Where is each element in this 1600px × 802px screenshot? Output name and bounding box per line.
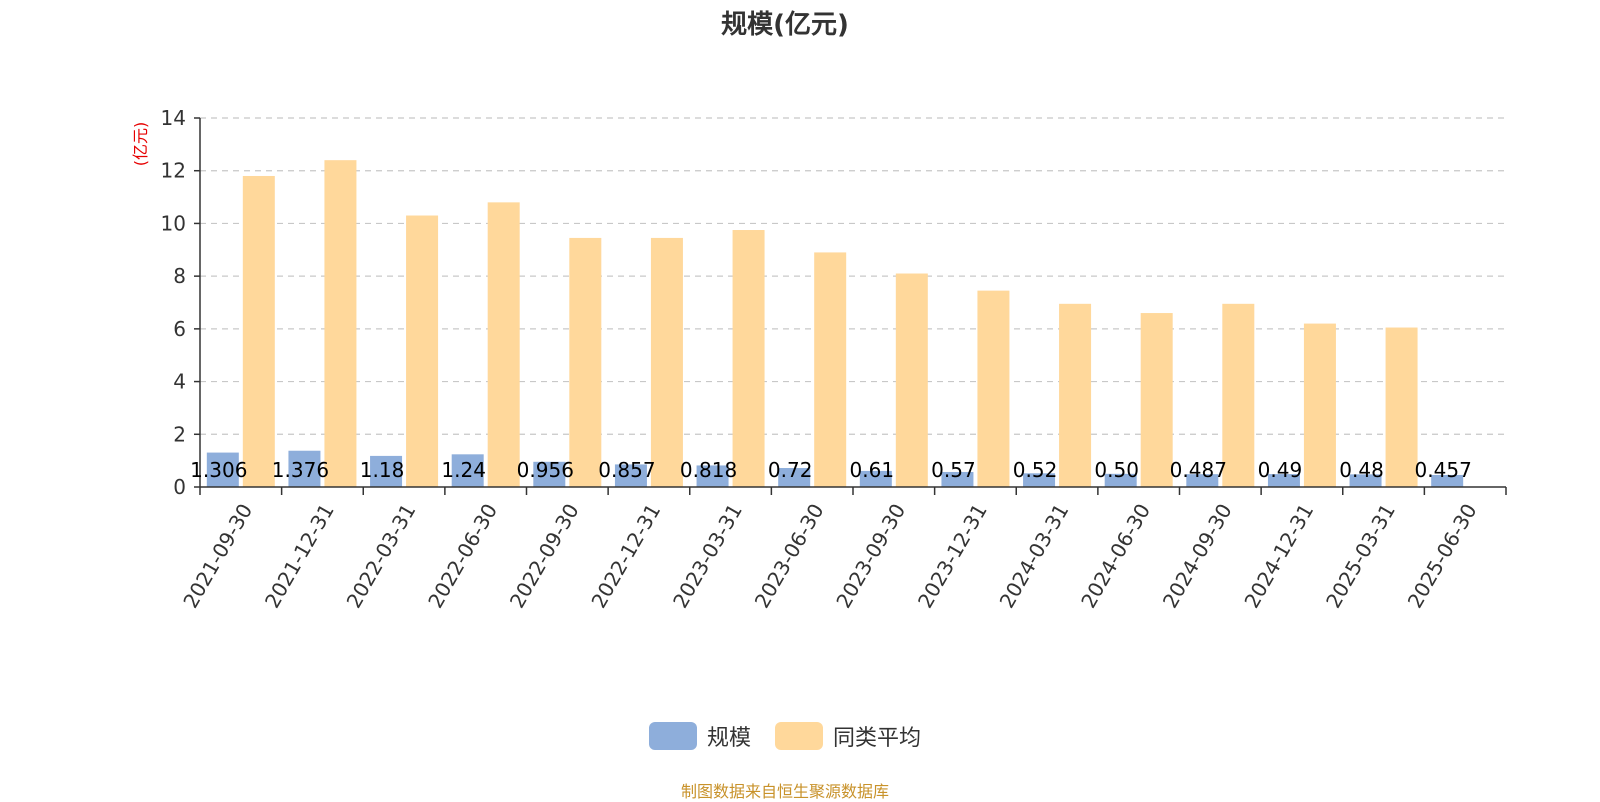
- bar-peer-average-0[interactable]: [242, 175, 275, 487]
- x-tick-label-6: 2023-03-31: [668, 500, 747, 613]
- legend-label-peer-average: 同类平均: [833, 726, 922, 751]
- y-tick-label-0: 0: [173, 475, 186, 499]
- x-tick-label-3: 2022-06-30: [423, 500, 502, 613]
- x-tick-label-9: 2023-12-31: [913, 500, 992, 613]
- data-source-note: 制图数据来自恒生聚源数据库: [680, 782, 889, 801]
- data-label-scale-7: 0.72: [768, 458, 813, 482]
- data-label-scale-4: 0.956: [517, 458, 574, 482]
- data-label-scale-8: 0.61: [850, 458, 895, 482]
- chart-title: 规模(亿元): [721, 10, 849, 40]
- bar-peer-average-6[interactable]: [732, 230, 765, 487]
- bar-scale-6[interactable]: [696, 465, 729, 487]
- y-tick-label-6: 12: [161, 159, 186, 183]
- bar-scale-9[interactable]: [941, 471, 974, 487]
- data-label-scale-0: 1.306: [190, 458, 247, 482]
- y-tick-label-2: 4: [173, 370, 186, 394]
- data-label-scale-15: 0.457: [1415, 458, 1472, 482]
- y-axis-unit-label: (亿元): [131, 122, 150, 167]
- bar-scale-1[interactable]: [288, 450, 321, 487]
- grid-lines: [200, 117, 1506, 435]
- legend-item-peer-average[interactable]: 同类平均: [775, 720, 921, 752]
- data-label-scale-12: 0.487: [1170, 458, 1227, 482]
- bar-peer-average-9[interactable]: [977, 290, 1010, 487]
- bar-scale-7[interactable]: [778, 468, 811, 487]
- x-tick-label-10: 2024-03-31: [994, 500, 1073, 613]
- data-label-scale-10: 0.52: [1013, 458, 1058, 482]
- bar-scale-8[interactable]: [859, 470, 892, 487]
- x-tick-label-2: 2022-03-31: [341, 500, 420, 613]
- x-tick-label-0: 2021-09-30: [178, 500, 257, 613]
- bar-peer-average-3[interactable]: [487, 202, 520, 488]
- bar-peer-average-2[interactable]: [406, 215, 439, 487]
- bar-peer-average-14[interactable]: [1385, 327, 1418, 487]
- data-label-scale-6: 0.818: [680, 458, 737, 482]
- x-tick-label-5: 2022-12-31: [586, 500, 665, 613]
- bar-scale-13[interactable]: [1267, 474, 1300, 487]
- legend-swatch-peer-average: [775, 722, 823, 750]
- data-label-scale-2: 1.18: [360, 458, 405, 482]
- bar-scale-15[interactable]: [1431, 474, 1464, 487]
- legend-item-scale[interactable]: 规模: [648, 720, 751, 752]
- x-tick-label-11: 2024-06-30: [1076, 500, 1155, 613]
- bar-peer-average-7[interactable]: [814, 252, 847, 487]
- x-tick-label-14: 2025-03-31: [1321, 500, 1400, 613]
- bar-peer-average-5[interactable]: [650, 237, 683, 487]
- y-tick-label-7: 14: [161, 106, 186, 130]
- bar-scale-2[interactable]: [370, 455, 403, 487]
- bar-scale-4[interactable]: [533, 461, 566, 487]
- data-label-scale-14: 0.48: [1339, 458, 1384, 482]
- bar-scale-3[interactable]: [451, 454, 484, 487]
- axes: [194, 117, 1507, 495]
- bar-peer-average-13[interactable]: [1303, 323, 1336, 487]
- legend-swatch-scale: [648, 722, 697, 750]
- data-label-scale-13: 0.49: [1258, 458, 1303, 482]
- bar-peer-average-12[interactable]: [1222, 303, 1255, 487]
- bar-scale-14[interactable]: [1349, 474, 1382, 487]
- y-tick-label-3: 6: [173, 317, 186, 341]
- x-tick-label-7: 2023-06-30: [750, 500, 829, 613]
- y-tick-label-5: 10: [161, 211, 186, 235]
- bar-scale-5[interactable]: [614, 464, 647, 487]
- bar-peer-average-4[interactable]: [569, 237, 602, 487]
- x-tick-label-12: 2024-09-30: [1158, 500, 1237, 613]
- bar-scale-11[interactable]: [1104, 473, 1137, 487]
- x-tick-label-15: 2025-06-30: [1403, 500, 1482, 613]
- data-label-scale-3: 1.24: [441, 458, 486, 482]
- bar-scale-10[interactable]: [1023, 473, 1056, 487]
- bars: [206, 160, 1464, 488]
- data-label-scale-9: 0.57: [931, 458, 976, 482]
- data-label-scale-11: 0.50: [1094, 458, 1139, 482]
- y-tick-label-1: 2: [173, 422, 186, 446]
- data-label-scale-1: 1.376: [272, 458, 329, 482]
- x-tick-label-8: 2023-09-30: [831, 500, 910, 613]
- bar-scale-12[interactable]: [1186, 474, 1219, 487]
- bar-peer-average-11[interactable]: [1140, 313, 1173, 487]
- legend-label-scale: 规模: [706, 726, 751, 751]
- x-tick-label-13: 2024-12-31: [1239, 500, 1318, 613]
- bar-peer-average-1[interactable]: [324, 160, 357, 487]
- bar-peer-average-8[interactable]: [895, 273, 928, 487]
- bar-scale-0[interactable]: [206, 452, 239, 487]
- bar-peer-average-10[interactable]: [1059, 303, 1092, 487]
- y-tick-label-4: 8: [173, 264, 186, 288]
- x-tick-label-1: 2021-12-31: [260, 500, 339, 613]
- legend: 规模 同类平均: [0, 720, 1570, 752]
- x-tick-label-4: 2022-09-30: [505, 500, 584, 613]
- data-label-scale-5: 0.857: [598, 458, 655, 482]
